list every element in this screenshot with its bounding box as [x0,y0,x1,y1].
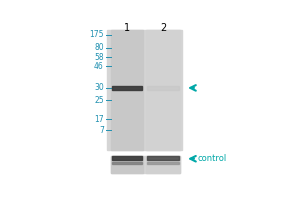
Bar [111,156,181,173]
Bar [111,156,143,173]
Text: 80: 80 [94,43,104,52]
Text: 2: 2 [160,23,166,33]
Bar [112,156,142,160]
Bar [112,86,142,90]
Text: 58: 58 [94,53,104,62]
Bar [147,162,179,164]
Text: 175: 175 [89,30,104,39]
Text: 1: 1 [124,23,130,33]
Bar [112,162,142,164]
Text: 30: 30 [94,83,104,92]
Bar [111,30,143,150]
Bar [107,30,182,150]
Bar [146,30,181,150]
Bar [146,156,181,173]
Text: 17: 17 [94,115,104,124]
Bar [147,86,179,90]
Text: control: control [198,154,227,163]
Text: 46: 46 [94,62,104,71]
Text: 25: 25 [94,96,104,105]
Bar [147,156,179,160]
Text: 7: 7 [99,126,104,135]
